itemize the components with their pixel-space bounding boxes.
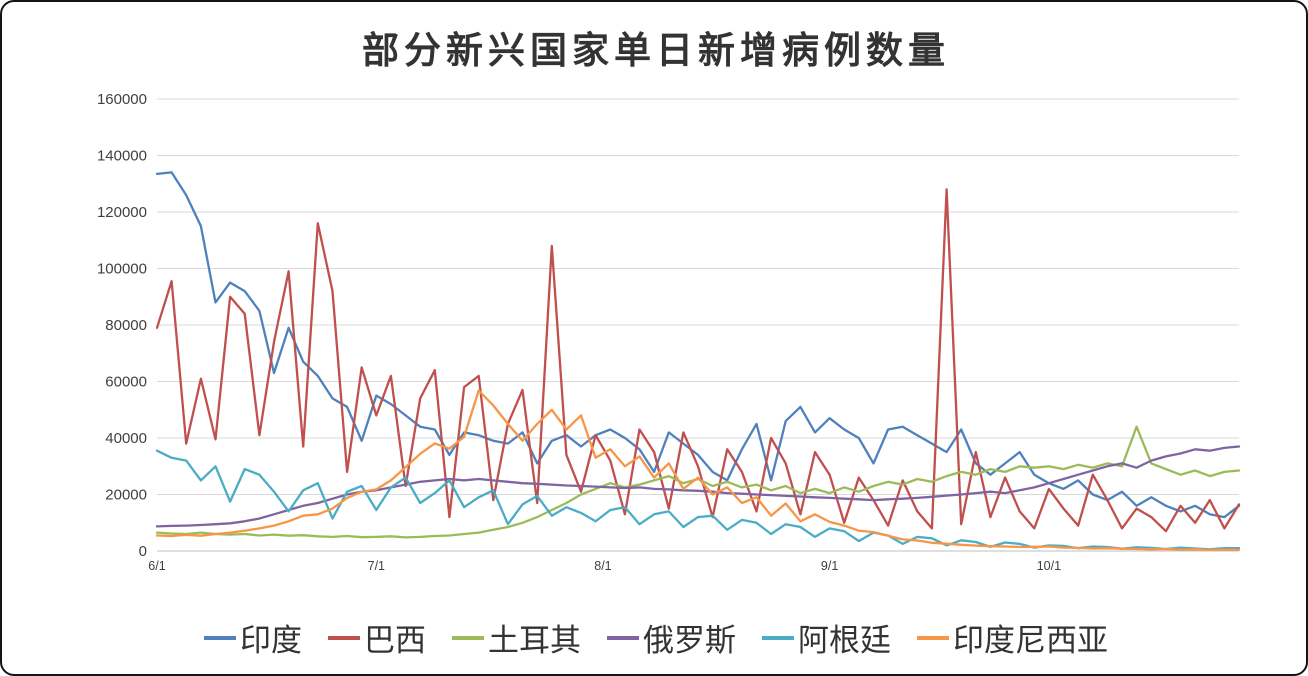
y-axis-label: 40000	[105, 430, 147, 447]
legend-item-argentina: 阿根廷	[762, 615, 891, 660]
legend-label-india: 印度	[240, 623, 302, 659]
legend-label-indonesia: 印度尼西亚	[953, 623, 1108, 659]
series-line-brazil	[155, 188, 1241, 533]
x-axis-label: 8/1	[594, 559, 611, 573]
series-line-russia	[155, 445, 1241, 528]
x-axis-label: 6/1	[148, 559, 165, 573]
chart-title: 部分新兴国家单日新增病例数量	[362, 28, 950, 72]
legend-dash-india	[204, 635, 236, 640]
x-axis-label: 9/1	[821, 559, 838, 573]
y-axis-label: 60000	[105, 374, 147, 391]
y-axis-label: 0	[139, 543, 147, 560]
series-line-indonesia	[155, 389, 1241, 552]
legend-label-brazil: 巴西	[364, 623, 426, 659]
y-axis-label: 120000	[97, 204, 147, 221]
legend-item-russia: 俄罗斯	[607, 615, 736, 660]
legend-label-argentina: 阿根廷	[798, 623, 891, 659]
legend-dash-brazil	[328, 635, 360, 640]
y-axis-label: 100000	[97, 261, 147, 278]
legend: 印度 巴西 土耳其 俄罗斯 阿根廷 印度尼西亚	[2, 615, 1306, 660]
legend-item-indonesia: 印度尼西亚	[917, 615, 1108, 660]
series-line-argentina	[155, 449, 1241, 551]
series-line-india	[155, 171, 1241, 519]
legend-item-brazil: 巴西	[328, 615, 426, 660]
y-axis-label: 80000	[105, 317, 147, 334]
legend-item-turkey: 土耳其	[452, 615, 581, 660]
y-axis-label: 160000	[97, 91, 147, 108]
legend-dash-indonesia	[917, 635, 949, 640]
legend-dash-turkey	[452, 635, 484, 640]
y-axis-label: 140000	[97, 148, 147, 165]
y-axis-label: 20000	[105, 487, 147, 504]
legend-dash-russia	[607, 635, 639, 640]
legend-label-turkey: 土耳其	[488, 623, 581, 659]
legend-dash-argentina	[762, 635, 794, 640]
legend-label-russia: 俄罗斯	[643, 623, 736, 659]
x-axis-label: 7/1	[368, 559, 385, 573]
legend-item-india: 印度	[204, 615, 302, 660]
x-axis-label: 10/1	[1037, 559, 1061, 573]
